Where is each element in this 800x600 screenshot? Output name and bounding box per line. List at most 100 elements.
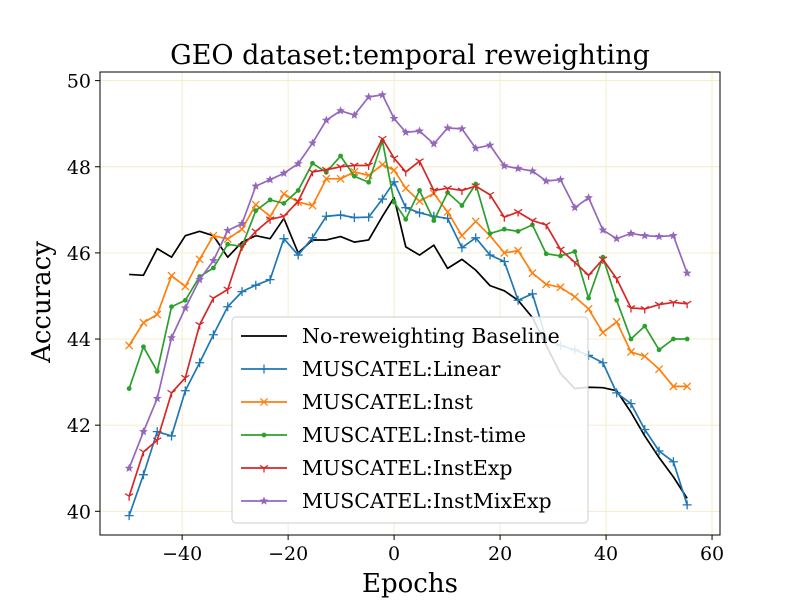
data-point-muscatel-inst-time: [126, 386, 132, 391]
legend-label: MUSCATEL:Linear: [302, 357, 501, 381]
legend-label: MUSCATEL:Inst: [302, 390, 474, 414]
data-point-muscatel-inst: [336, 174, 345, 183]
y-tick-label: 48: [67, 157, 91, 179]
data-point-muscatel-instmixexp: [612, 234, 622, 243]
data-point-muscatel-inst: [390, 166, 399, 175]
data-point-muscatel-instexp: [308, 168, 317, 177]
data-point-muscatel-inst: [500, 248, 509, 257]
data-point-muscatel-instmixexp: [654, 231, 664, 241]
data-point-muscatel-instmixexp: [598, 225, 608, 234]
data-point-muscatel-linear: [208, 330, 218, 340]
data-point-muscatel-instmixexp: [293, 159, 303, 168]
data-point-muscatel-instexp: [336, 163, 345, 172]
data-point-muscatel-inst: [640, 352, 649, 361]
data-point-muscatel-linear: [307, 233, 317, 243]
data-point-muscatel-linear: [499, 257, 509, 267]
legend-marker-muscatel-instmixexp: [259, 496, 269, 505]
data-point-muscatel-instmixexp: [668, 231, 678, 240]
data-point-muscatel-inst-time: [628, 336, 634, 342]
data-point-muscatel-inst: [471, 217, 480, 226]
data-point-muscatel-inst: [308, 201, 317, 210]
data-point-muscatel-inst: [655, 365, 664, 374]
data-point-muscatel-inst: [683, 382, 692, 391]
y-tick-label: 40: [67, 501, 91, 523]
data-point-muscatel-instexp: [401, 168, 411, 177]
data-point-muscatel-instmixexp: [152, 393, 162, 403]
data-point-muscatel-instexp: [640, 305, 650, 314]
data-point-muscatel-inst-time: [487, 231, 493, 236]
data-point-muscatel-inst-time: [338, 153, 343, 159]
data-point-muscatel-linear: [626, 399, 636, 409]
data-point-muscatel-inst: [279, 189, 288, 198]
data-point-muscatel-instexp: [499, 214, 509, 222]
plot-frame: [99, 71, 721, 536]
data-point-muscatel-inst-time: [431, 218, 437, 223]
y-axis-label: Accuracy: [27, 241, 57, 364]
data-point-muscatel-instexp: [626, 304, 636, 313]
legend-marker-muscatel-inst: [259, 397, 269, 407]
data-point-muscatel-linear: [321, 211, 331, 221]
legend-label: No-reweighting Baseline: [302, 324, 560, 348]
data-point-muscatel-instmixexp: [237, 219, 247, 228]
legend-marker-muscatel-instexp: [259, 464, 269, 473]
legend-marker-muscatel-inst-time: [261, 432, 267, 438]
data-point-muscatel-instmixexp: [223, 225, 233, 235]
x-tick-label: 40: [594, 543, 618, 565]
data-point-muscatel-instmixexp: [308, 138, 317, 147]
data-point-muscatel-instmixexp: [640, 231, 650, 240]
data-point-muscatel-inst-time: [253, 208, 259, 214]
data-point-muscatel-linear: [527, 289, 537, 299]
series-muscatel-instmixexp: [124, 90, 692, 472]
data-point-muscatel-instmixexp: [626, 228, 636, 238]
data-point-muscatel-linear: [138, 470, 148, 480]
data-point-muscatel-inst: [350, 167, 359, 176]
data-point-muscatel-linear: [279, 234, 289, 244]
legend-item-muscatel-instexp: MUSCATEL:InstExp: [241, 456, 513, 480]
data-point-muscatel-linear: [377, 194, 387, 204]
data-point-muscatel-instexp: [598, 256, 608, 264]
data-point-muscatel-inst: [167, 271, 176, 280]
data-point-muscatel-inst: [556, 283, 565, 292]
data-point-muscatel-linear: [265, 275, 275, 285]
data-point-muscatel-linear: [401, 203, 411, 213]
data-point-muscatel-inst-time: [670, 336, 676, 342]
legend-label: MUSCATEL:InstMixExp: [302, 489, 552, 513]
data-point-muscatel-linear: [223, 302, 233, 312]
ticks: −40 −20 0 20 40 60 40 42 44 46 48 50: [67, 71, 724, 565]
data-point-muscatel-inst-time: [281, 200, 287, 206]
data-point-muscatel-inst-time: [351, 173, 357, 179]
data-point-muscatel-instmixexp: [499, 161, 509, 170]
data-point-muscatel-instexp: [541, 221, 551, 230]
data-point-muscatel-inst: [542, 280, 551, 289]
data-point-muscatel-inst-time: [642, 323, 648, 329]
series-muscatel-instexp: [124, 135, 692, 501]
legend-item-muscatel-instmixexp: MUSCATEL:InstMixExp: [241, 489, 552, 513]
data-point-muscatel-inst-time: [225, 241, 231, 247]
data-point-muscatel-instmixexp: [251, 181, 261, 190]
x-tick-label: −20: [268, 543, 308, 565]
data-point-muscatel-instmixexp: [471, 143, 481, 152]
data-point-muscatel-linear: [471, 233, 481, 243]
data-point-muscatel-instmixexp: [321, 115, 331, 124]
data-point-muscatel-inst-time: [558, 253, 563, 259]
data-point-muscatel-inst-time: [310, 160, 315, 166]
data-point-muscatel-linear: [668, 457, 678, 467]
data-point-muscatel-instexp: [429, 187, 439, 195]
data-point-muscatel-inst-time: [515, 228, 521, 234]
data-point-muscatel-instmixexp: [265, 175, 275, 184]
data-point-muscatel-instexp: [389, 155, 399, 163]
legend-item-no-reweighting-baseline: No-reweighting Baseline: [241, 324, 560, 348]
data-point-muscatel-inst-time: [459, 203, 465, 208]
data-point-muscatel-instexp: [457, 187, 467, 195]
data-point-muscatel-instmixexp: [570, 203, 580, 212]
data-point-muscatel-instexp: [556, 246, 565, 254]
y-tick-label: 46: [67, 243, 91, 265]
data-point-muscatel-linear: [457, 243, 467, 253]
legend-marker-muscatel-linear: [259, 364, 269, 374]
y-tick-label: 42: [67, 415, 91, 437]
data-point-muscatel-instmixexp: [513, 163, 523, 173]
data-point-muscatel-instexp: [265, 216, 275, 224]
data-point-muscatel-inst-time: [141, 344, 146, 350]
data-point-muscatel-inst: [457, 231, 466, 240]
data-point-muscatel-inst: [251, 200, 260, 209]
